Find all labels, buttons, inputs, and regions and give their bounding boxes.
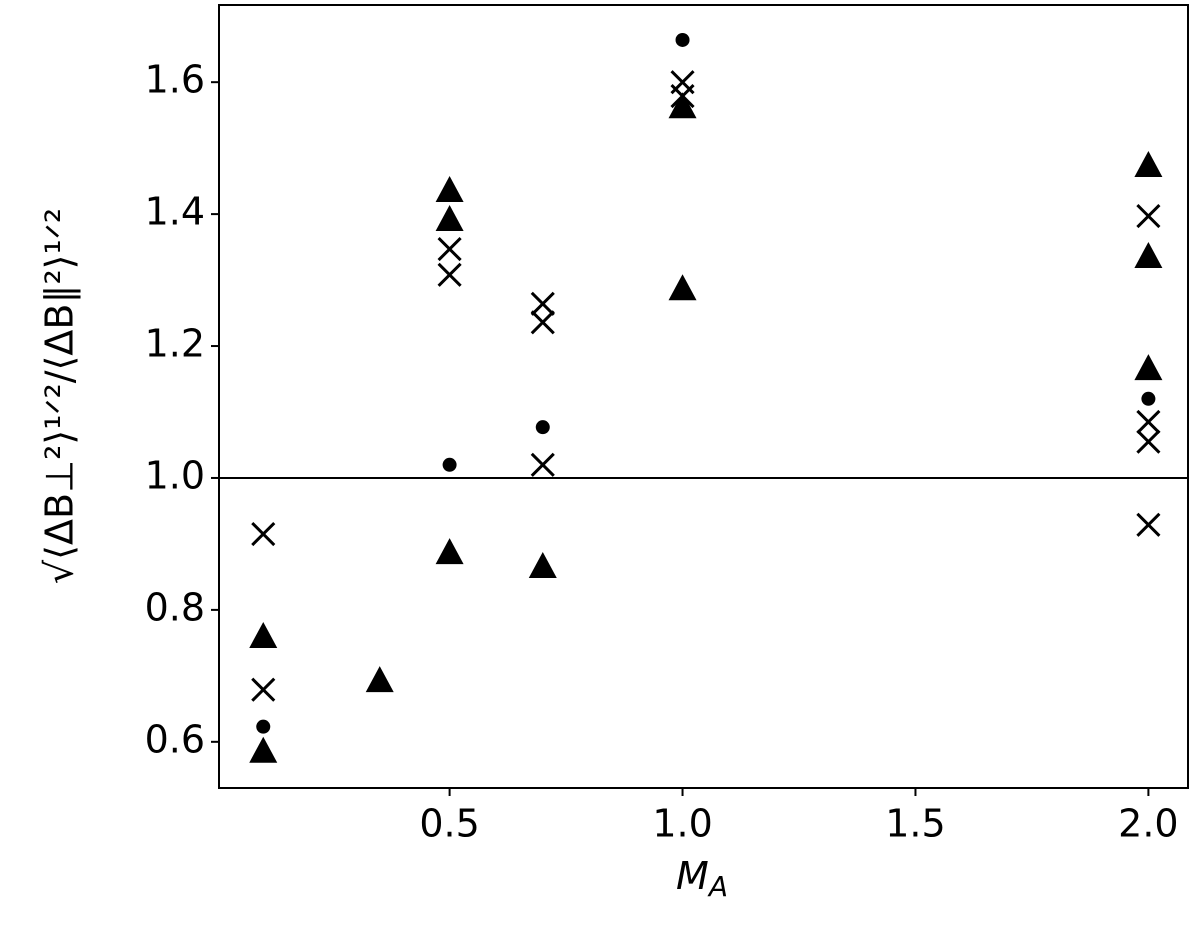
triangle-point: [528, 552, 557, 579]
dot-point: [1141, 391, 1156, 406]
cross-point: [1136, 512, 1161, 537]
cross-point: [1136, 409, 1161, 434]
y-tick-label: 0.6: [145, 717, 205, 761]
triangle-point: [1134, 241, 1163, 268]
y-tick-label: 0.8: [145, 585, 205, 629]
cross-point: [437, 262, 462, 287]
triangle-point: [435, 538, 464, 565]
cross-point: [1136, 429, 1161, 454]
y-axis-label: √⟨ΔB⊥²⟩¹ᐟ²/⟨ΔB∥²⟩¹ᐟ²: [38, 208, 82, 584]
plot-frame: [218, 4, 1189, 789]
y-tick-label: 1.6: [145, 58, 205, 102]
triangle-point: [668, 274, 697, 301]
cross-point: [251, 677, 276, 702]
dot-point: [535, 420, 550, 435]
y-tick-label: 1.2: [145, 322, 205, 366]
y-tick-label: 1.4: [145, 190, 205, 234]
triangle-point: [249, 736, 278, 763]
dot-point: [675, 32, 690, 47]
y-tick-label: 1.0: [145, 453, 205, 497]
cross-point: [1136, 204, 1161, 229]
triangle-point: [435, 176, 464, 203]
x-tick-label: 2.0: [1118, 802, 1178, 846]
triangle-point: [1134, 354, 1163, 381]
triangle-point: [1134, 150, 1163, 177]
dot-point: [256, 719, 271, 734]
cross-point: [530, 291, 555, 316]
cross-point: [437, 237, 462, 262]
cross-point: [530, 310, 555, 335]
cross-point: [530, 452, 555, 477]
cross-point: [251, 521, 276, 547]
triangle-point: [435, 205, 464, 232]
triangle-point: [249, 621, 278, 648]
triangle-point: [365, 666, 394, 693]
triangle-point: [668, 92, 697, 119]
cross-point: [670, 83, 695, 109]
x-tick-label: 0.5: [419, 802, 479, 846]
x-label-main: M: [676, 854, 709, 898]
x-axis-label: MA: [676, 854, 728, 904]
x-tick-label: 1.5: [885, 802, 945, 846]
x-label-sub: A: [707, 870, 728, 903]
x-tick-label: 1.0: [652, 802, 712, 846]
dot-point: [442, 457, 457, 472]
